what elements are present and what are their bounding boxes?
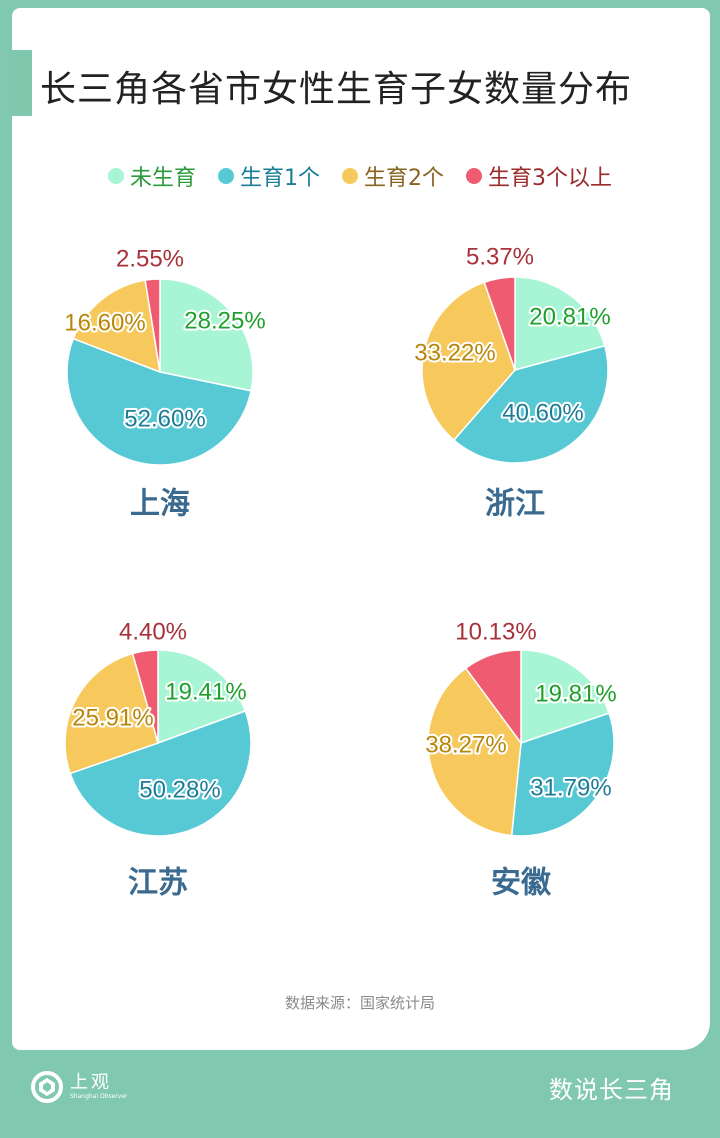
pie-slice — [421, 281, 516, 442]
data-label: 4.40% — [119, 618, 187, 645]
brand-logo[interactable]: 上观 Shanghai Observer — [30, 1070, 127, 1104]
legend-dot-icon — [466, 168, 482, 184]
pie-slice — [72, 279, 161, 374]
data-label: 16.60% — [64, 309, 145, 336]
province-name: 浙江 — [485, 487, 545, 522]
pie-slice — [131, 649, 159, 744]
pie-slice — [144, 278, 161, 373]
title-accent-bar — [12, 50, 32, 116]
pie-slice — [69, 710, 252, 837]
legend: 未生育 生育1个 生育2个 生育3个以上 — [0, 160, 720, 192]
pie-slice — [64, 652, 159, 775]
province-name: 江苏 — [128, 866, 188, 901]
pie-slice — [510, 712, 615, 837]
page-title: 长三角各省市女性生育子女数量分布 — [40, 69, 633, 110]
data-label: 19.41% — [165, 678, 246, 705]
province-name: 安徽 — [491, 866, 552, 901]
pie-chart — [64, 649, 252, 837]
pie-chart — [421, 276, 609, 464]
data-label: 40.60% — [502, 399, 583, 426]
pie-slice — [520, 649, 611, 745]
pie-slice — [66, 337, 252, 466]
series-name: 数说长三角 — [549, 1076, 674, 1104]
brand-name: 上观 — [70, 1072, 112, 1093]
source-note: 数据来源：国家统计局 — [284, 994, 435, 1012]
legend-dot-icon — [218, 168, 234, 184]
data-label: 2.55% — [116, 245, 184, 272]
pie-slice — [514, 276, 606, 371]
shanghai-observer-logo-icon — [31, 1071, 63, 1103]
pie-slice — [159, 278, 254, 392]
data-label: 20.81% — [529, 303, 610, 330]
legend-item: 生育1个 — [218, 160, 320, 192]
brand-subtitle: Shanghai Observer — [70, 1093, 128, 1100]
legend-dot-icon — [107, 168, 124, 184]
legend-item: 未生育 — [107, 160, 196, 192]
data-label: 50.28% — [139, 776, 220, 803]
pie-slice — [483, 276, 516, 371]
data-label: 10.13% — [455, 618, 536, 645]
legend-label: 生育3个以上 — [488, 166, 612, 191]
data-label: 19.81% — [535, 680, 616, 707]
legend-item: 生育2个 — [342, 160, 444, 192]
pie-slice — [452, 344, 609, 464]
data-label: 31.79% — [530, 774, 611, 801]
data-label: 28.25% — [184, 307, 265, 334]
legend-label: 生育1个 — [240, 166, 320, 191]
province-name: 上海 — [130, 487, 190, 522]
pie-slice — [157, 649, 247, 745]
pie-slice — [427, 667, 522, 837]
legend-item: 生育3个以上 — [466, 160, 612, 192]
pie-slice — [464, 649, 522, 746]
legend-label: 生育2个 — [364, 166, 444, 191]
legend-label: 未生育 — [129, 166, 196, 191]
data-label: 5.37% — [466, 243, 534, 270]
data-label: 33.22% — [414, 339, 495, 366]
pie-chart — [66, 278, 254, 466]
data-label: 25.91% — [72, 704, 153, 731]
legend-dot-icon — [342, 168, 358, 184]
content-card — [12, 8, 710, 1050]
data-label: 38.27% — [425, 731, 506, 758]
data-label: 52.60% — [124, 405, 205, 432]
pie-chart — [427, 649, 615, 837]
